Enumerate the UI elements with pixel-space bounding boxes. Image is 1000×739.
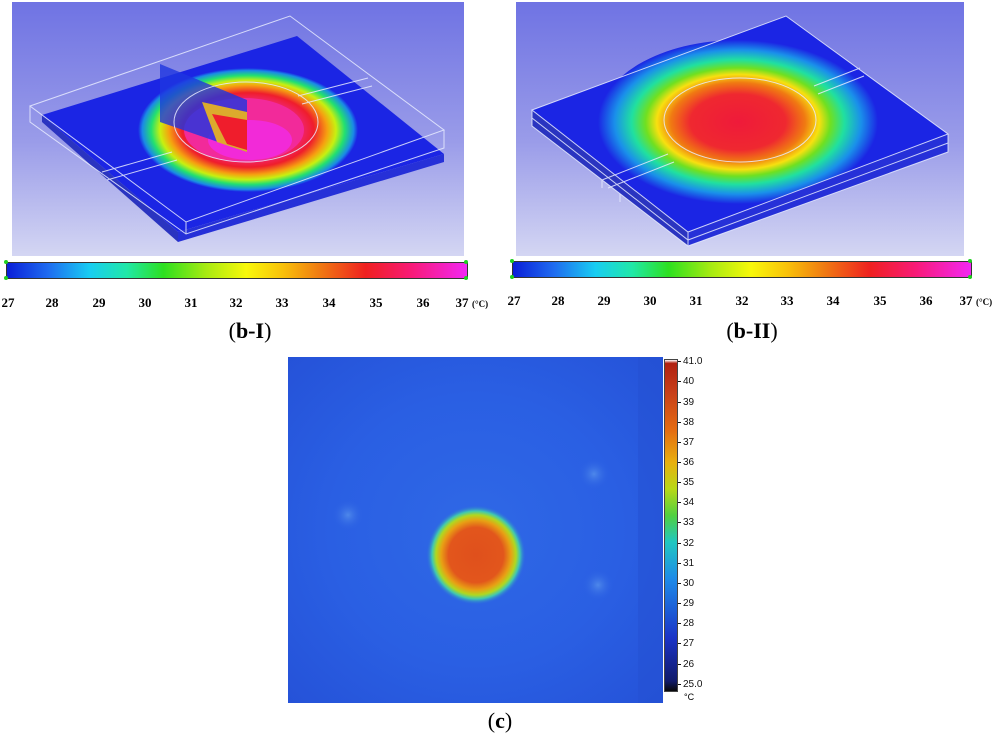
colorbar-c-tick: 25.0 [678, 679, 702, 690]
colorbar-b2-tick: 30 [643, 293, 657, 308]
colorbar-b1-tick: 36 [416, 295, 430, 310]
faint-spot [582, 569, 614, 601]
heat-zone [598, 40, 878, 204]
colorbar-c-tick: 33 [678, 517, 694, 528]
plate-side-left [42, 115, 178, 242]
colorbar-b2-end-marker [510, 259, 514, 263]
colorbar-c-tick: 28 [678, 618, 694, 629]
faint-spot [578, 458, 610, 490]
colorbar-b2-tick: 33 [780, 293, 794, 308]
colorbar-c-tick: 35 [678, 477, 694, 488]
colorbar-c-tick: 26 [678, 659, 694, 670]
colorbar-b2-tick: 35 [873, 293, 887, 308]
colorbar-b2-tick: 37 [959, 293, 973, 308]
panel-c-svg [332, 357, 663, 703]
colorbar-b2-tick: 28 [551, 293, 565, 308]
colorbar-c-tick: 34 [678, 497, 694, 508]
colorbar-c-tick: 39 [678, 397, 694, 408]
panel-b1-simulation [12, 2, 464, 256]
colorbar-c-tick: 40 [678, 376, 694, 387]
colorbar-b2-tick: 29 [597, 293, 611, 308]
colorbar-c-tick: 31 [678, 558, 694, 569]
wireframe-box [28, 15, 446, 235]
panel-b2-simulation [516, 2, 964, 256]
colorbar-b1-end-marker [464, 276, 468, 280]
colorbar-b1-tick: 37 [455, 295, 469, 310]
colorbar-b2-end-marker [510, 275, 514, 279]
caption-b1: (b-I) [228, 318, 272, 343]
colorbar-c-unit: °C [684, 692, 695, 702]
colorbar-b1-tick: 33 [275, 295, 289, 310]
colorbar-b1-tick: 29 [92, 295, 106, 310]
colorbar-b1 [6, 262, 468, 279]
colorbar-c-tick: 37 [678, 437, 694, 448]
colorbar-c-tick: 30 [678, 578, 694, 589]
colorbar-b1-unit: (°C) [472, 299, 489, 309]
colorbar-b2-end-marker [968, 259, 972, 263]
caption-b2: (b-II) [726, 318, 778, 343]
colorbar-b2-tick: 31 [689, 293, 703, 308]
colorbar-b2-tick: 27 [507, 293, 521, 308]
panel-c-thermal-image [288, 357, 663, 703]
colorbar-b1-tick: 28 [45, 295, 59, 310]
colorbar-b2 [512, 261, 972, 278]
plate-side-front [178, 154, 444, 242]
colorbar-c-tick: 38 [678, 417, 694, 428]
panel-b1-svg [28, 15, 446, 242]
colorbar-c [664, 359, 678, 692]
colorbar-b1-tick: 34 [322, 295, 336, 310]
caption-c: (c) [487, 708, 513, 733]
plate-side-left [532, 110, 688, 246]
colorbar-b2-tick: 36 [919, 293, 933, 308]
colorbar-b1-tick: 30 [138, 295, 152, 310]
colorbar-b2-unit: (°C) [976, 297, 993, 307]
colorbar-b1-end-marker [4, 276, 8, 280]
colorbar-c-tick: 41.0 [678, 356, 702, 367]
colorbar-c-tick: 32 [678, 538, 694, 549]
colorbar-b2-tick: 34 [826, 293, 840, 308]
colorbar-b2-end-marker [968, 275, 972, 279]
colorbar-c-tick: 29 [678, 598, 694, 609]
colorbar-b2-tick: 32 [735, 293, 749, 308]
colorbar-c-tick: 27 [678, 638, 694, 649]
hot-spot [426, 505, 526, 605]
colorbar-b1-tick: 32 [229, 295, 243, 310]
faint-spot [332, 499, 364, 531]
wireframe [530, 15, 950, 247]
colorbar-b1-tick: 35 [369, 295, 383, 310]
colorbar-b1-end-marker [464, 260, 468, 264]
colorbar-c-tick: 36 [678, 457, 694, 468]
panel-b2-svg [530, 15, 950, 247]
colorbar-b1-tick: 27 [1, 295, 15, 310]
colorbar-b1-tick: 31 [184, 295, 198, 310]
plate-side-front [688, 134, 948, 246]
colorbar-b1-end-marker [4, 260, 8, 264]
